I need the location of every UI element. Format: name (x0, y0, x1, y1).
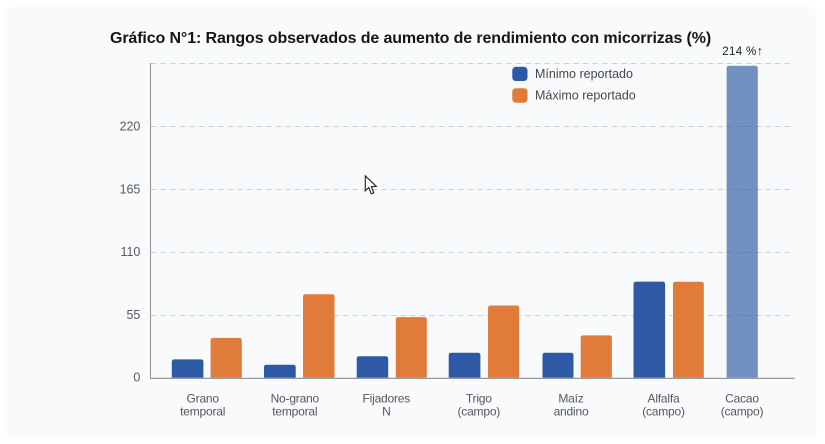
svg-text:N: N (382, 405, 390, 419)
svg-text:Fijadores: Fijadores (363, 392, 411, 406)
svg-text:andino: andino (554, 405, 589, 419)
svg-text:0: 0 (133, 371, 140, 385)
svg-text:Alfalfa: Alfalfa (648, 392, 680, 406)
svg-text:(campo): (campo) (721, 405, 764, 419)
svg-text:214 %↑: 214 %↑ (722, 44, 763, 58)
svg-text:(campo): (campo) (642, 405, 685, 419)
svg-text:Máximo reportado: Máximo reportado (535, 89, 636, 103)
svg-text:No-grano: No-grano (271, 392, 320, 406)
svg-text:temporal: temporal (272, 405, 317, 419)
svg-text:Grano: Grano (187, 392, 220, 406)
svg-text:220: 220 (120, 120, 141, 134)
svg-text:Cacao: Cacao (725, 392, 759, 406)
svg-text:165: 165 (120, 183, 141, 197)
svg-text:(campo): (campo) (457, 405, 500, 419)
svg-text:temporal: temporal (180, 405, 225, 419)
svg-text:55: 55 (126, 308, 140, 322)
svg-text:110: 110 (121, 245, 141, 259)
svg-text:Mínimo reportado: Mínimo reportado (535, 67, 633, 81)
svg-text:Maíz: Maíz (558, 392, 583, 406)
svg-text:Gráfico N°1: Rangos observados: Gráfico N°1: Rangos observados de aument… (110, 30, 711, 47)
svg-text:Trigo: Trigo (466, 392, 492, 406)
